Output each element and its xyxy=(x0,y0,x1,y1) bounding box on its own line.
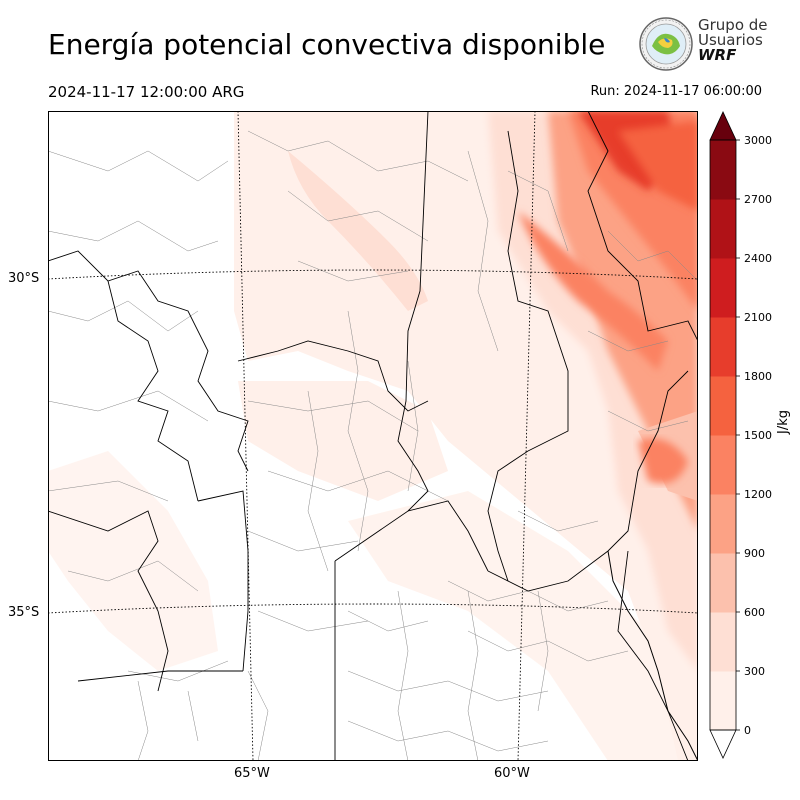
admin-boundaries xyxy=(48,111,698,761)
colorbar-segment xyxy=(710,553,736,613)
colorbar-tick-label: 900 xyxy=(744,547,765,560)
colorbar-tick-label: 0 xyxy=(744,724,751,737)
colorbar-tick-label: 1200 xyxy=(744,488,772,501)
colorbar-segment xyxy=(710,494,736,554)
lat-label-30s: 30°S xyxy=(8,271,40,286)
colorbar-tick-label: 2700 xyxy=(744,193,772,206)
colorbar-segment xyxy=(710,376,736,436)
lat-label-35s: 35°S xyxy=(8,605,40,620)
cape-region-low-central xyxy=(238,381,448,501)
colorbar-extend-min xyxy=(709,729,737,759)
colorbar-tick-label: 2400 xyxy=(744,252,772,265)
colorbar-tick-label: 600 xyxy=(744,606,765,619)
colorbar-segment xyxy=(710,199,736,259)
colorbar-tick-label: 1500 xyxy=(744,429,772,442)
colorbar-extend-max xyxy=(709,111,737,141)
lon-label-65w: 65°W xyxy=(234,766,270,781)
cape-region-900-band xyxy=(518,211,668,371)
colorbar: 0 300 600 900 1200 1500 1800 2100 2400 2700 3000 xyxy=(706,108,796,768)
cape-region-low-south xyxy=(348,491,698,761)
cape-region-300-strip xyxy=(288,151,428,311)
map-title: Energía potencial convectiva disponible xyxy=(48,28,606,61)
colorbar-svg: 0 300 600 900 1200 1500 1800 2100 2400 2700 3000 xyxy=(709,111,772,759)
colorbar-tick-label: 3000 xyxy=(744,134,772,147)
colorbar-tick-label: 1800 xyxy=(744,370,772,383)
colorbar-label: J/kg xyxy=(776,410,791,434)
logo-line-1: Grupo de xyxy=(698,16,768,34)
colorbar-segment xyxy=(710,612,736,672)
colorbar-segment xyxy=(710,671,736,731)
cape-region-1200-blob xyxy=(638,438,688,484)
cape-region-low-west xyxy=(48,451,218,671)
map-canvas xyxy=(47,110,699,762)
colorbar-segment xyxy=(710,317,736,377)
colorbar-tick-label: 2100 xyxy=(744,311,772,324)
group-logo: Grupo de Usuarios WRF xyxy=(638,16,768,72)
run-time: Run: 2024-11-17 06:00:00 xyxy=(590,84,762,99)
colorbar-segment xyxy=(710,435,736,495)
province-borders xyxy=(48,111,698,761)
globe-icon xyxy=(639,17,693,71)
valid-time: 2024-11-17 12:00:00 ARG xyxy=(48,83,245,101)
logo-line-3: WRF xyxy=(698,46,737,64)
map-frame xyxy=(48,111,698,761)
coastline xyxy=(607,550,699,762)
cape-fill-layer xyxy=(48,111,698,761)
graticule xyxy=(47,110,699,762)
colorbar-segment xyxy=(710,140,736,200)
lon-label-60w: 60°W xyxy=(494,766,530,781)
colorbar-segment xyxy=(710,258,736,318)
logo-line-2: Usuarios xyxy=(698,31,763,49)
cape-map xyxy=(47,110,699,762)
colorbar-tick-label: 300 xyxy=(744,665,765,678)
cape-region-1500-east xyxy=(618,121,698,211)
